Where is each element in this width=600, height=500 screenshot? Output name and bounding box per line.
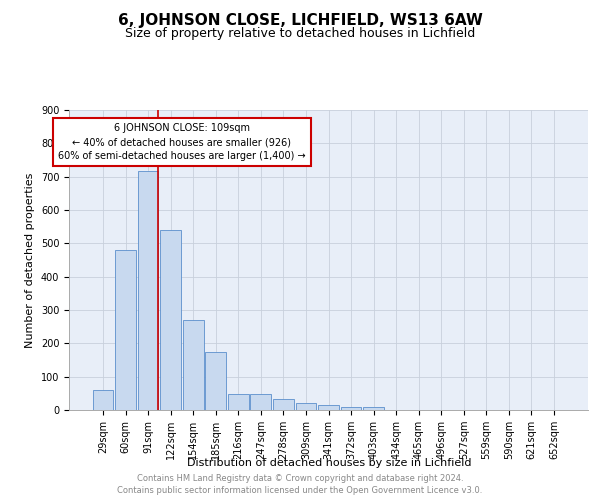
Text: 6 JOHNSON CLOSE: 109sqm
← 40% of detached houses are smaller (926)
60% of semi-d: 6 JOHNSON CLOSE: 109sqm ← 40% of detache… [58,124,306,162]
Text: Contains HM Land Registry data © Crown copyright and database right 2024.
Contai: Contains HM Land Registry data © Crown c… [118,474,482,495]
Text: 6, JOHNSON CLOSE, LICHFIELD, WS13 6AW: 6, JOHNSON CLOSE, LICHFIELD, WS13 6AW [118,12,482,28]
Bar [160,230,181,410]
Bar [318,405,339,410]
Bar [341,406,361,410]
Bar [92,390,113,410]
Bar [183,320,203,410]
Bar [273,399,294,410]
Bar [115,250,136,410]
Text: Distribution of detached houses by size in Lichfield: Distribution of detached houses by size … [187,458,471,468]
Bar [137,170,158,410]
Bar [363,408,384,410]
Bar [296,404,316,410]
Bar [205,352,226,410]
Text: Size of property relative to detached houses in Lichfield: Size of property relative to detached ho… [125,28,475,40]
Bar [228,394,248,410]
Y-axis label: Number of detached properties: Number of detached properties [25,172,35,348]
Bar [250,394,271,410]
